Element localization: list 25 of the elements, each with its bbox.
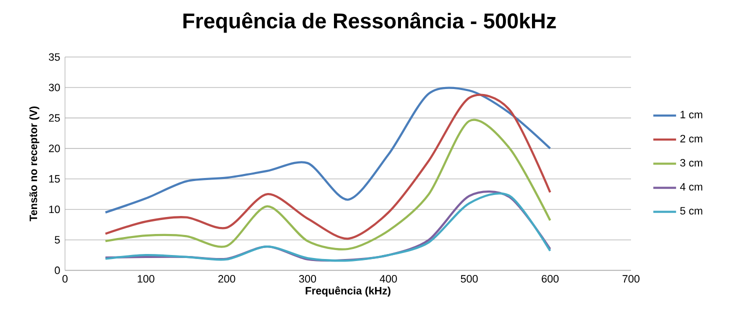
legend-label: 4 cm: [680, 183, 702, 191]
y-tick-label: 30: [48, 84, 60, 92]
y-tick-label: 25: [48, 114, 60, 122]
y-tick-label: 15: [49, 175, 60, 183]
x-tick-label: 200: [218, 275, 236, 283]
x-tick-label: 600: [542, 275, 559, 283]
x-tick-label: 0: [62, 275, 68, 283]
x-tick-label: 400: [380, 275, 397, 283]
x-axis-title: Frequência (kHz): [306, 286, 390, 297]
y-axis-title: Tensão no receptor (V): [29, 106, 40, 222]
y-tick-label: 10: [49, 206, 60, 214]
y-tick-label: 5: [54, 236, 60, 244]
y-tick-label: 35: [48, 53, 60, 61]
x-tick-label: 300: [299, 275, 316, 283]
legend-label: 3 cm: [680, 159, 702, 167]
legend-label: 5 cm: [680, 207, 702, 215]
x-tick-label: 100: [138, 275, 154, 283]
chart-title: Frequência de Ressonância - 500kHz: [183, 12, 556, 33]
x-tick-label: 700: [622, 275, 640, 283]
y-tick-label: 0: [54, 266, 60, 274]
x-tick-label: 500: [460, 275, 478, 283]
y-tick-label: 20: [48, 144, 60, 152]
legend-label: 1 cm: [680, 110, 702, 118]
legend-label: 2 cm: [680, 134, 702, 142]
line-series: [104, 118, 552, 250]
